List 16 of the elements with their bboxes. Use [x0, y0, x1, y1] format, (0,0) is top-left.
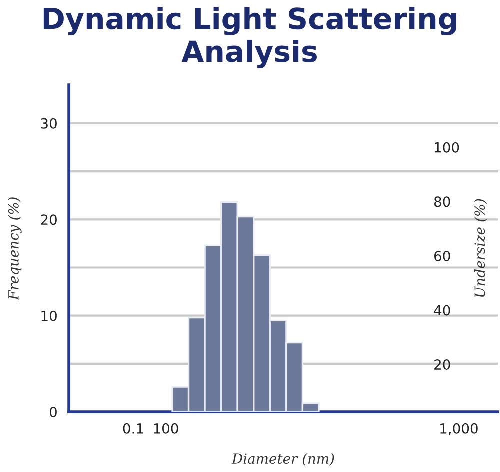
y-tick-label: 20	[41, 214, 57, 226]
y2-tick-label: 80	[434, 196, 450, 208]
x-tick-label: 1,000	[440, 423, 478, 436]
x-tick-label: 100	[154, 423, 178, 434]
x-tick-label: 0.1	[123, 423, 144, 434]
y2-tick-label: 60	[434, 250, 450, 262]
y-axis-title: Frequency (%)	[8, 198, 22, 301]
chart-title: Dynamic Light Scattering Analysis	[44, 7, 456, 68]
x-axis-title: Diameter (nm)	[232, 453, 334, 466]
y2-tick-label: 20	[434, 360, 450, 370]
y-tick-label: 0	[50, 407, 57, 418]
y2-axis-title: Undersize (%)	[474, 199, 488, 297]
y2-tick-label: 40	[434, 305, 450, 316]
y2-tick-label: 100	[435, 142, 460, 153]
y-tick-label: 10	[42, 310, 57, 322]
y-tick-label: 30	[41, 118, 57, 129]
